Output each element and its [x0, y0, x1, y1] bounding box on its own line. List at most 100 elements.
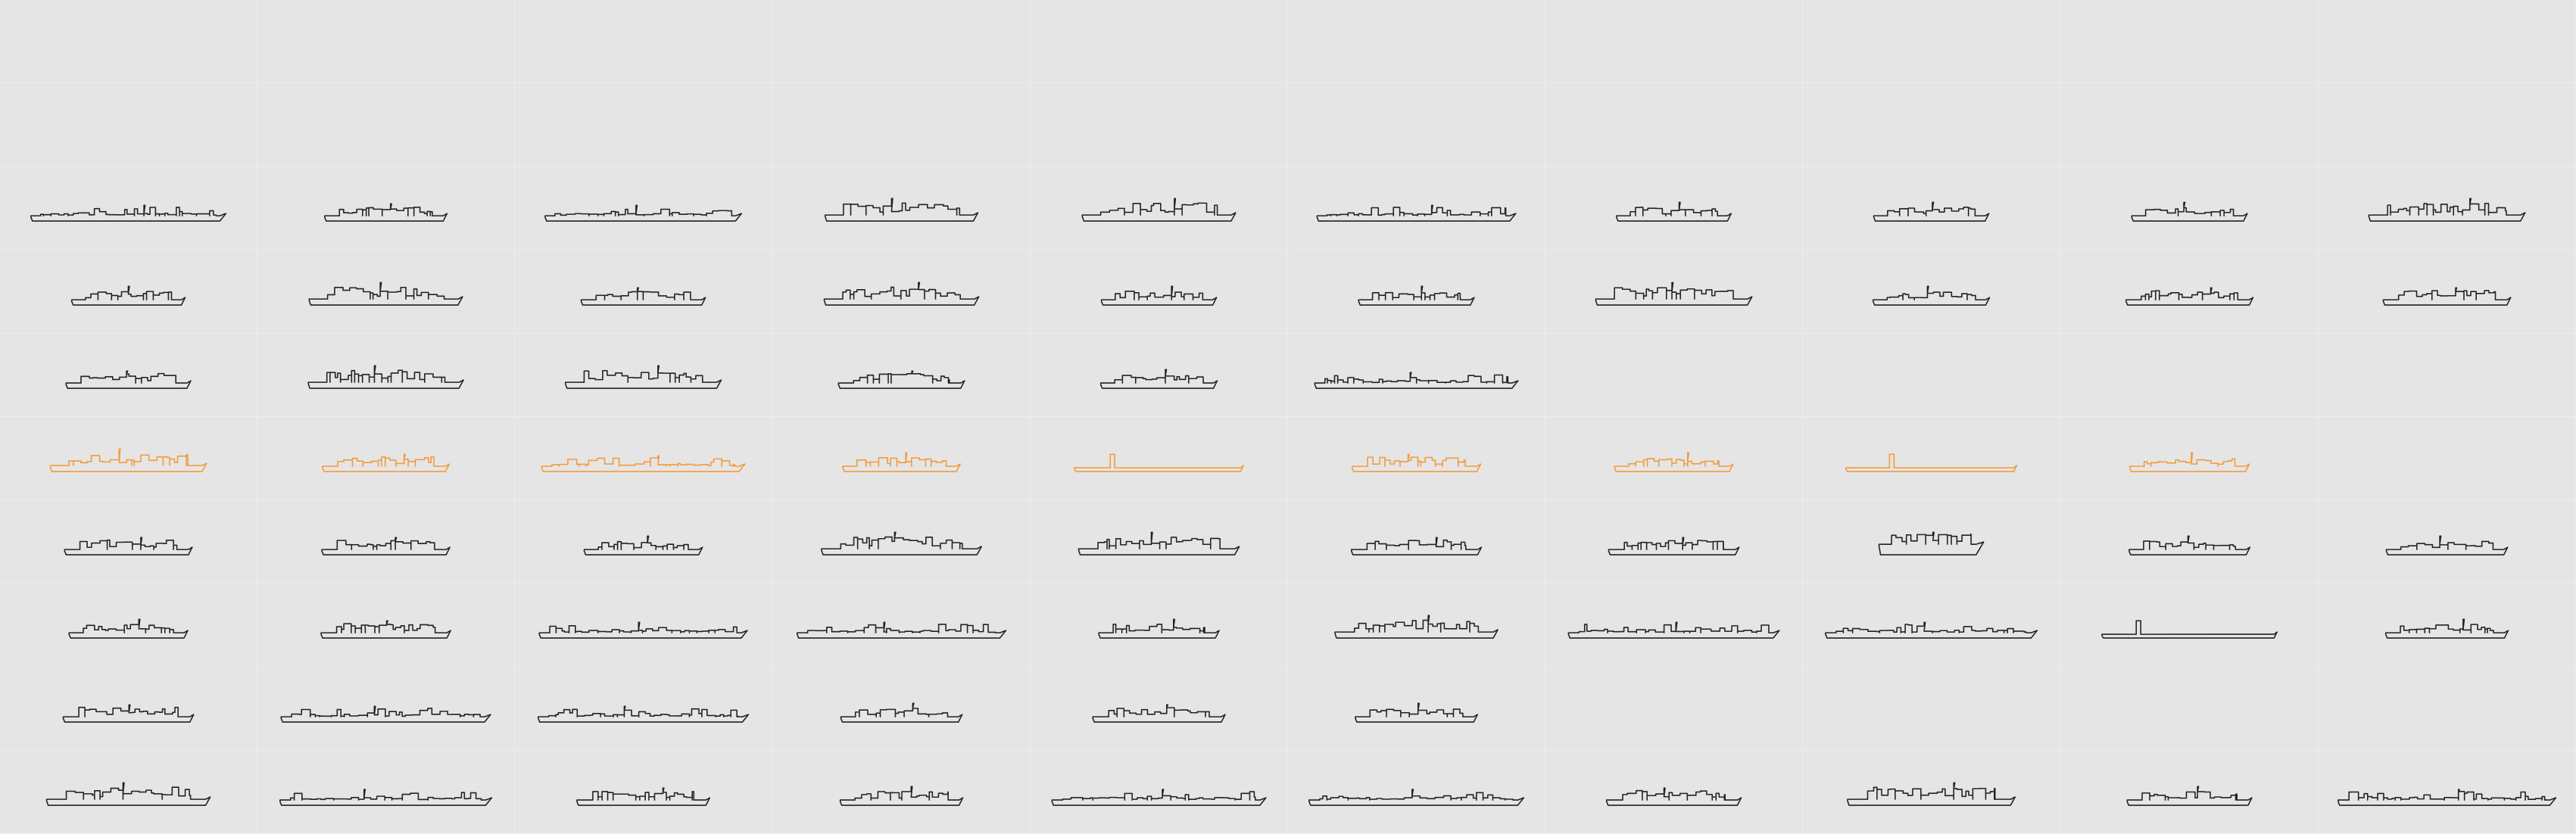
carrier-silhouette-icon	[2337, 789, 2556, 806]
ship-outline	[65, 370, 192, 389]
ship-outline	[1873, 285, 1991, 306]
grid-cell	[0, 750, 258, 834]
ship-outline	[1051, 789, 1267, 806]
frigate-silhouette-icon	[839, 786, 963, 806]
grid-cell	[1803, 83, 2061, 167]
ship-outline	[2128, 535, 2250, 556]
ship-outline	[49, 448, 207, 472]
grid-cell	[257, 166, 516, 251]
landing-silhouette-icon	[1879, 531, 1985, 556]
grid-cell	[0, 0, 258, 84]
ship-outline	[796, 621, 1006, 640]
grid-cell	[2318, 250, 2576, 334]
frigate-silhouette-icon	[1358, 285, 1475, 306]
ship-outline	[321, 537, 451, 556]
grid-cell	[2318, 83, 2576, 167]
ship-outline	[280, 705, 491, 723]
grid-cell	[1803, 750, 2061, 834]
grid-cell	[1545, 250, 1804, 334]
grid-cell	[2318, 0, 2576, 84]
grid-cell	[515, 416, 773, 501]
frigate-silhouette-icon	[2128, 535, 2250, 556]
grid-cell	[1545, 333, 1804, 417]
grid-cell	[1803, 333, 2061, 417]
ship-outline	[2385, 535, 2509, 556]
submarine-silhouette-icon	[1074, 453, 1244, 472]
carrier-silhouette-icon	[1314, 372, 1519, 389]
frigate-silhouette-icon	[841, 452, 961, 472]
ship-outline	[45, 782, 211, 806]
ship-outline	[320, 620, 452, 640]
grid-cell	[772, 0, 1031, 84]
grid-cell	[2060, 667, 2319, 751]
ship-outline	[64, 537, 193, 556]
ship-outline	[824, 198, 978, 223]
grid-cell	[1545, 83, 1804, 167]
grid-cell	[2318, 583, 2576, 668]
carrier-silhouette-icon	[1567, 621, 1780, 640]
grid-cell	[2060, 0, 2319, 84]
grid-cell	[257, 250, 516, 334]
grid-cell	[2060, 416, 2319, 501]
grid-cell	[1288, 83, 1546, 167]
frigate-silhouette-icon	[1098, 618, 1220, 640]
ship-outline	[322, 453, 451, 472]
grid-cell	[515, 0, 773, 84]
ship-outline	[1308, 789, 1525, 806]
grid-cell	[1545, 750, 1804, 834]
frigate-silhouette-icon	[2131, 201, 2248, 223]
grid-cell	[515, 750, 773, 834]
ship-outline	[1077, 531, 1240, 556]
ship-outline	[2100, 620, 2278, 640]
grid-cell	[257, 83, 516, 167]
grid-cell	[257, 667, 516, 751]
ship-outline	[1873, 201, 1990, 223]
carrier-silhouette-icon	[544, 204, 743, 223]
grid-cell	[1803, 416, 2061, 501]
destroyer-silhouette-icon	[837, 370, 965, 389]
ship-outline	[544, 204, 743, 223]
ship-outline	[2382, 287, 2512, 306]
carrier-silhouette-icon	[538, 705, 750, 723]
destroyer-silhouette-icon	[581, 287, 706, 306]
grid-cell	[0, 500, 258, 584]
ship-outline	[576, 787, 711, 806]
grid-cell	[0, 166, 258, 251]
grid-cell	[1030, 166, 1288, 251]
cruiser-silhouette-icon	[824, 198, 978, 223]
ship-outline	[2384, 618, 2509, 640]
ship-outline	[538, 621, 749, 640]
ship-outline	[1098, 618, 1220, 640]
grid-cell	[1288, 583, 1546, 668]
frigate-silhouette-icon	[2385, 535, 2509, 556]
ship-outline	[820, 531, 982, 556]
destroyer-silhouette-icon	[1608, 537, 1740, 556]
grid-cell	[515, 333, 773, 417]
destroyer-silhouette-icon	[576, 787, 711, 806]
grid-cell	[1288, 250, 1546, 334]
grid-cell	[2060, 500, 2319, 584]
grid-cell	[1803, 250, 2061, 334]
frigate-silhouette-icon	[1873, 285, 1991, 306]
destroyer-silhouette-icon	[64, 537, 193, 556]
cruiser-silhouette-icon	[823, 282, 980, 306]
ship-outline	[324, 203, 448, 223]
destroyer-silhouette-icon	[1606, 787, 1742, 806]
grid-cell	[1288, 750, 1546, 834]
carrier-silhouette-icon	[1825, 621, 2038, 640]
ship-outline	[2131, 201, 2248, 223]
ship-outline	[1567, 621, 1780, 640]
grid-cell	[2318, 500, 2576, 584]
ship-outline	[2128, 452, 2250, 472]
ship-outline	[840, 702, 963, 723]
frigate-silhouette-icon	[1614, 452, 1734, 472]
ship-outline	[1879, 531, 1985, 556]
grid-cell	[1030, 500, 1288, 584]
grid-cell	[1803, 0, 2061, 84]
grid-cell	[1288, 333, 1546, 417]
ship-outline	[581, 287, 706, 306]
cruiser-silhouette-icon	[565, 365, 722, 389]
grid-cell	[0, 667, 258, 751]
carrier-silhouette-icon	[796, 621, 1006, 640]
